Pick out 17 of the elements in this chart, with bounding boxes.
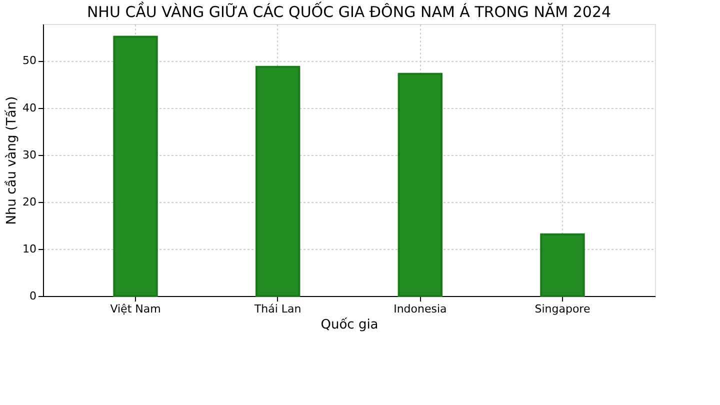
y-tick-label: 20: [22, 195, 36, 208]
y-tick-label: 30: [22, 148, 36, 162]
x-axis-title: Quốc gia: [320, 318, 378, 332]
bar: [255, 66, 300, 297]
x-tick-label: Thái Lan: [253, 302, 302, 316]
y-tick-label: 40: [22, 101, 36, 114]
chart-title: NHU CẦU VÀNG GIỮA CÁC QUỐC GIA ĐÔNG NAM Á TRONG NĂM 2024: [86, 1, 612, 21]
y-tick-label: 0: [30, 290, 36, 302]
bar: [113, 36, 158, 297]
x-tick-label: Indonesia: [394, 302, 447, 316]
y-tick-label: 50: [22, 54, 36, 68]
y-tick-label: 10: [22, 242, 36, 256]
bar: [398, 72, 443, 297]
bar: [540, 233, 585, 297]
x-tick-label: Singapore: [534, 302, 590, 316]
y-axis-title: Nhu cầu vàng (Tấn): [4, 96, 20, 225]
x-tick-label: Việt Nam: [110, 302, 161, 316]
